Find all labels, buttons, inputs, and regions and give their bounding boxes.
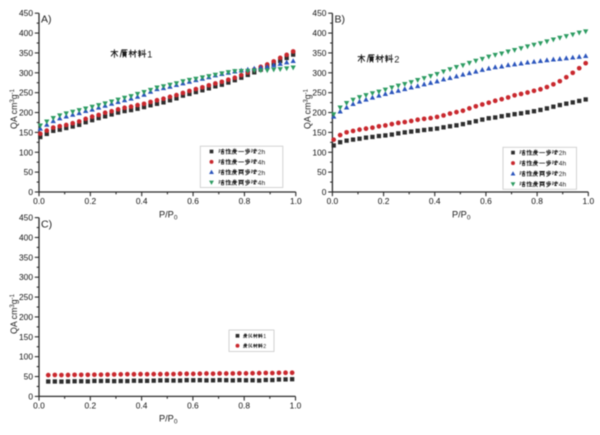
svg-text:A): A)	[41, 14, 52, 26]
svg-text:0.2: 0.2	[85, 196, 97, 206]
svg-text:QA cm3g-1: QA cm3g-1	[9, 293, 19, 334]
svg-text:450: 450	[312, 8, 326, 18]
svg-text:0.4: 0.4	[136, 401, 148, 411]
svg-text:B): B)	[335, 14, 346, 26]
svg-text:2: 2	[263, 344, 266, 350]
svg-text:300: 300	[19, 272, 33, 282]
svg-text:0.8: 0.8	[239, 196, 251, 206]
svg-text:0: 0	[322, 187, 327, 197]
svg-text:50: 50	[24, 372, 34, 382]
svg-text:0.2: 0.2	[84, 401, 96, 411]
svg-text:100: 100	[19, 147, 33, 157]
svg-text:200: 200	[312, 108, 326, 118]
svg-text:4h: 4h	[258, 159, 266, 166]
svg-text:1: 1	[263, 334, 266, 340]
svg-text:0.6: 0.6	[187, 196, 199, 206]
svg-text:450: 450	[19, 213, 33, 223]
svg-text:350: 350	[19, 48, 33, 58]
svg-text:0.4: 0.4	[429, 196, 441, 206]
svg-text:1.0: 1.0	[290, 196, 302, 206]
svg-text:250: 250	[19, 292, 33, 302]
svg-text:300: 300	[312, 68, 326, 78]
svg-text:100: 100	[19, 352, 33, 362]
svg-text:0.0: 0.0	[33, 196, 45, 206]
svg-text:1.0: 1.0	[582, 196, 594, 206]
svg-text:350: 350	[19, 252, 33, 262]
svg-text:P/P0: P/P0	[159, 210, 178, 222]
svg-text:QA cm3g-1: QA cm3g-1	[303, 88, 313, 129]
svg-text:400: 400	[312, 28, 326, 38]
svg-text:2h: 2h	[258, 170, 266, 177]
svg-text:P/P0: P/P0	[452, 210, 471, 222]
svg-text:150: 150	[312, 127, 326, 137]
svg-text:1: 1	[147, 49, 152, 59]
svg-text:P/P0: P/P0	[159, 414, 178, 426]
svg-text:0.0: 0.0	[327, 196, 339, 206]
svg-text:C): C)	[41, 219, 52, 231]
svg-text:2: 2	[394, 54, 399, 64]
svg-text:4h: 4h	[258, 180, 266, 187]
svg-text:150: 150	[19, 332, 33, 342]
svg-text:0.8: 0.8	[238, 401, 250, 411]
svg-text:400: 400	[19, 232, 33, 242]
svg-text:200: 200	[19, 312, 33, 322]
svg-text:0.6: 0.6	[480, 196, 492, 206]
svg-text:0.8: 0.8	[531, 196, 543, 206]
svg-text:QA cm3g-1: QA cm3g-1	[9, 88, 19, 129]
svg-text:450: 450	[19, 8, 33, 18]
svg-text:350: 350	[312, 48, 326, 58]
svg-text:150: 150	[19, 127, 33, 137]
svg-text:4h: 4h	[559, 182, 567, 189]
svg-text:4h: 4h	[559, 161, 567, 168]
svg-text:0: 0	[28, 391, 33, 401]
svg-text:400: 400	[19, 28, 33, 38]
svg-text:1.0: 1.0	[290, 401, 302, 411]
svg-text:2h: 2h	[258, 149, 266, 156]
svg-text:0.0: 0.0	[33, 401, 45, 411]
svg-text:100: 100	[312, 147, 326, 157]
svg-text:0.6: 0.6	[187, 401, 199, 411]
svg-text:0: 0	[28, 187, 33, 197]
svg-text:0.2: 0.2	[378, 196, 390, 206]
svg-text:250: 250	[19, 88, 33, 98]
svg-text:2h: 2h	[559, 150, 567, 157]
svg-text:0.4: 0.4	[136, 196, 148, 206]
svg-text:200: 200	[19, 108, 33, 118]
svg-text:50: 50	[317, 167, 327, 177]
svg-text:2h: 2h	[559, 171, 567, 178]
svg-text:50: 50	[24, 167, 34, 177]
svg-text:250: 250	[312, 88, 326, 98]
svg-text:300: 300	[19, 68, 33, 78]
